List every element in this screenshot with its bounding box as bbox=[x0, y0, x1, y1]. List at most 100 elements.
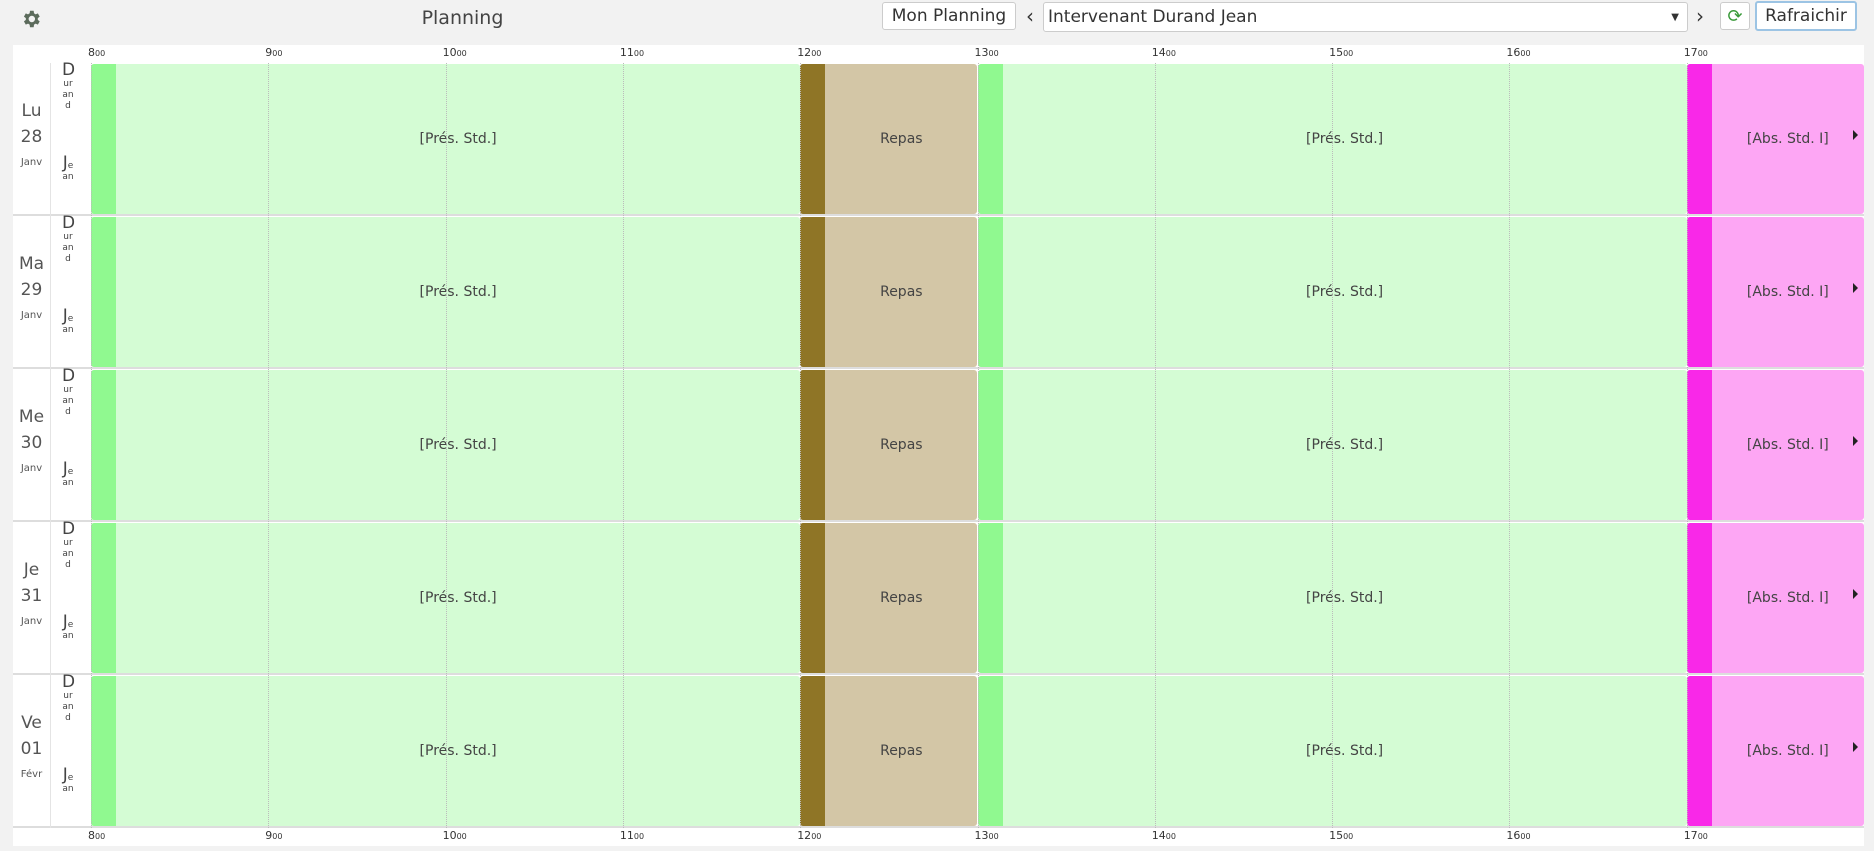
event-start bbox=[91, 64, 116, 214]
more-arrow bbox=[1853, 283, 1858, 293]
minutes: 00 bbox=[1343, 49, 1354, 58]
hour-label: 1100 bbox=[620, 828, 644, 844]
minutes: 00 bbox=[1520, 832, 1531, 841]
hour: 11 bbox=[619, 46, 634, 59]
day-name: Ve bbox=[21, 713, 42, 733]
hour-label: 1400 bbox=[1152, 45, 1176, 61]
minutes: 00 bbox=[1520, 49, 1531, 58]
event-label: [Prés. Std.] bbox=[419, 437, 497, 453]
event-start bbox=[977, 370, 1003, 520]
hour-label: 900 bbox=[265, 828, 282, 844]
hour: 16 bbox=[1506, 829, 1521, 842]
event-start bbox=[91, 217, 116, 367]
first-name: Jean bbox=[62, 612, 74, 641]
event-bar bbox=[1686, 676, 1864, 826]
hour: 11 bbox=[619, 829, 634, 842]
event-start bbox=[800, 370, 826, 520]
first-name: Jean bbox=[62, 153, 74, 182]
hour-label: 800 bbox=[88, 828, 105, 844]
hour-label: 1000 bbox=[443, 828, 467, 844]
hour: 8 bbox=[88, 829, 95, 842]
hour: 12 bbox=[797, 46, 812, 59]
prev-button[interactable]: ‹ bbox=[1026, 4, 1034, 28]
event-label: [Abs. Std. I] bbox=[1746, 437, 1829, 453]
event-start bbox=[91, 523, 116, 673]
next-button[interactable]: › bbox=[1696, 4, 1704, 28]
hour: 17 bbox=[1683, 829, 1698, 842]
event-bar bbox=[800, 676, 978, 826]
hour-label: 1300 bbox=[975, 828, 999, 844]
minutes: 00 bbox=[1343, 832, 1354, 841]
hour-label: 1000 bbox=[443, 45, 467, 61]
hour: 13 bbox=[974, 829, 989, 842]
event-start bbox=[1686, 676, 1712, 826]
event-bar bbox=[1686, 370, 1864, 520]
my-planning-button[interactable]: Mon Planning bbox=[882, 2, 1016, 30]
hour: 14 bbox=[1151, 46, 1166, 59]
hour-label: 1300 bbox=[975, 45, 999, 61]
event-label: [Prés. Std.] bbox=[419, 131, 497, 147]
hour-label: 1400 bbox=[1152, 828, 1176, 844]
event-label: [Prés. Std.] bbox=[1306, 743, 1384, 759]
hour: 10 bbox=[442, 46, 457, 59]
event-bar bbox=[1686, 217, 1864, 367]
day-month: Janv bbox=[20, 616, 43, 627]
minutes: 00 bbox=[456, 49, 467, 58]
day-month: Janv bbox=[20, 463, 43, 474]
event-label: Repas bbox=[880, 590, 923, 606]
event-bar bbox=[800, 64, 978, 214]
hour: 9 bbox=[265, 829, 273, 842]
row-border bbox=[13, 214, 1864, 216]
minutes: 00 bbox=[633, 49, 645, 58]
event-label: Repas bbox=[880, 437, 923, 453]
event-label: [Prés. Std.] bbox=[1306, 590, 1384, 606]
employee-select[interactable]: Intervenant Durand Jean ▼ bbox=[1043, 2, 1688, 32]
last-name: Durand bbox=[62, 672, 76, 723]
day-date: 30 bbox=[20, 433, 43, 453]
minutes: 00 bbox=[811, 832, 822, 841]
event-label: [Prés. Std.] bbox=[419, 590, 497, 606]
minutes: 00 bbox=[272, 49, 283, 58]
select-caret: ▼ bbox=[1671, 11, 1679, 23]
hour: 10 bbox=[442, 829, 457, 842]
last-name: Durand bbox=[62, 60, 76, 111]
minutes: 00 bbox=[95, 832, 106, 841]
last-name: Durand bbox=[62, 366, 76, 417]
hour-label: 1600 bbox=[1506, 45, 1530, 61]
event-start bbox=[800, 64, 826, 214]
hour-label: 1100 bbox=[620, 45, 644, 61]
refresh-button[interactable]: Rafraichir bbox=[1755, 1, 1857, 31]
event-label: [Prés. Std.] bbox=[1306, 284, 1384, 300]
event-label: [Prés. Std.] bbox=[419, 743, 497, 759]
minutes: 00 bbox=[811, 49, 822, 58]
event-label: [Abs. Std. I] bbox=[1746, 590, 1829, 606]
day-month: Janv bbox=[20, 310, 43, 321]
refresh-icon[interactable]: ⟳ bbox=[1720, 2, 1750, 30]
minutes: 00 bbox=[988, 49, 999, 58]
event-start bbox=[977, 523, 1003, 673]
hour: 8 bbox=[88, 46, 95, 59]
event-start bbox=[977, 64, 1003, 214]
event-label: [Abs. Std. I] bbox=[1746, 284, 1829, 300]
day-date: 31 bbox=[20, 586, 43, 606]
event-start bbox=[800, 676, 826, 826]
day-date: 01 bbox=[20, 739, 43, 759]
day-name: Me bbox=[18, 407, 45, 427]
row-border bbox=[13, 826, 1864, 828]
last-name: Durand bbox=[62, 213, 76, 264]
event-label: [Prés. Std.] bbox=[419, 284, 497, 300]
hour-label: 1500 bbox=[1329, 828, 1353, 844]
hour: 16 bbox=[1506, 46, 1521, 59]
event-bar bbox=[800, 523, 978, 673]
event-label: [Abs. Std. I] bbox=[1746, 131, 1829, 147]
settings-icon[interactable] bbox=[20, 8, 42, 30]
hour-label: 1700 bbox=[1684, 828, 1708, 844]
event-bar bbox=[1686, 523, 1864, 673]
hour-label: 900 bbox=[265, 45, 282, 61]
hour: 12 bbox=[797, 829, 812, 842]
day-month: Janv bbox=[20, 157, 43, 168]
event-label: Repas bbox=[880, 284, 923, 300]
hour: 15 bbox=[1329, 829, 1344, 842]
